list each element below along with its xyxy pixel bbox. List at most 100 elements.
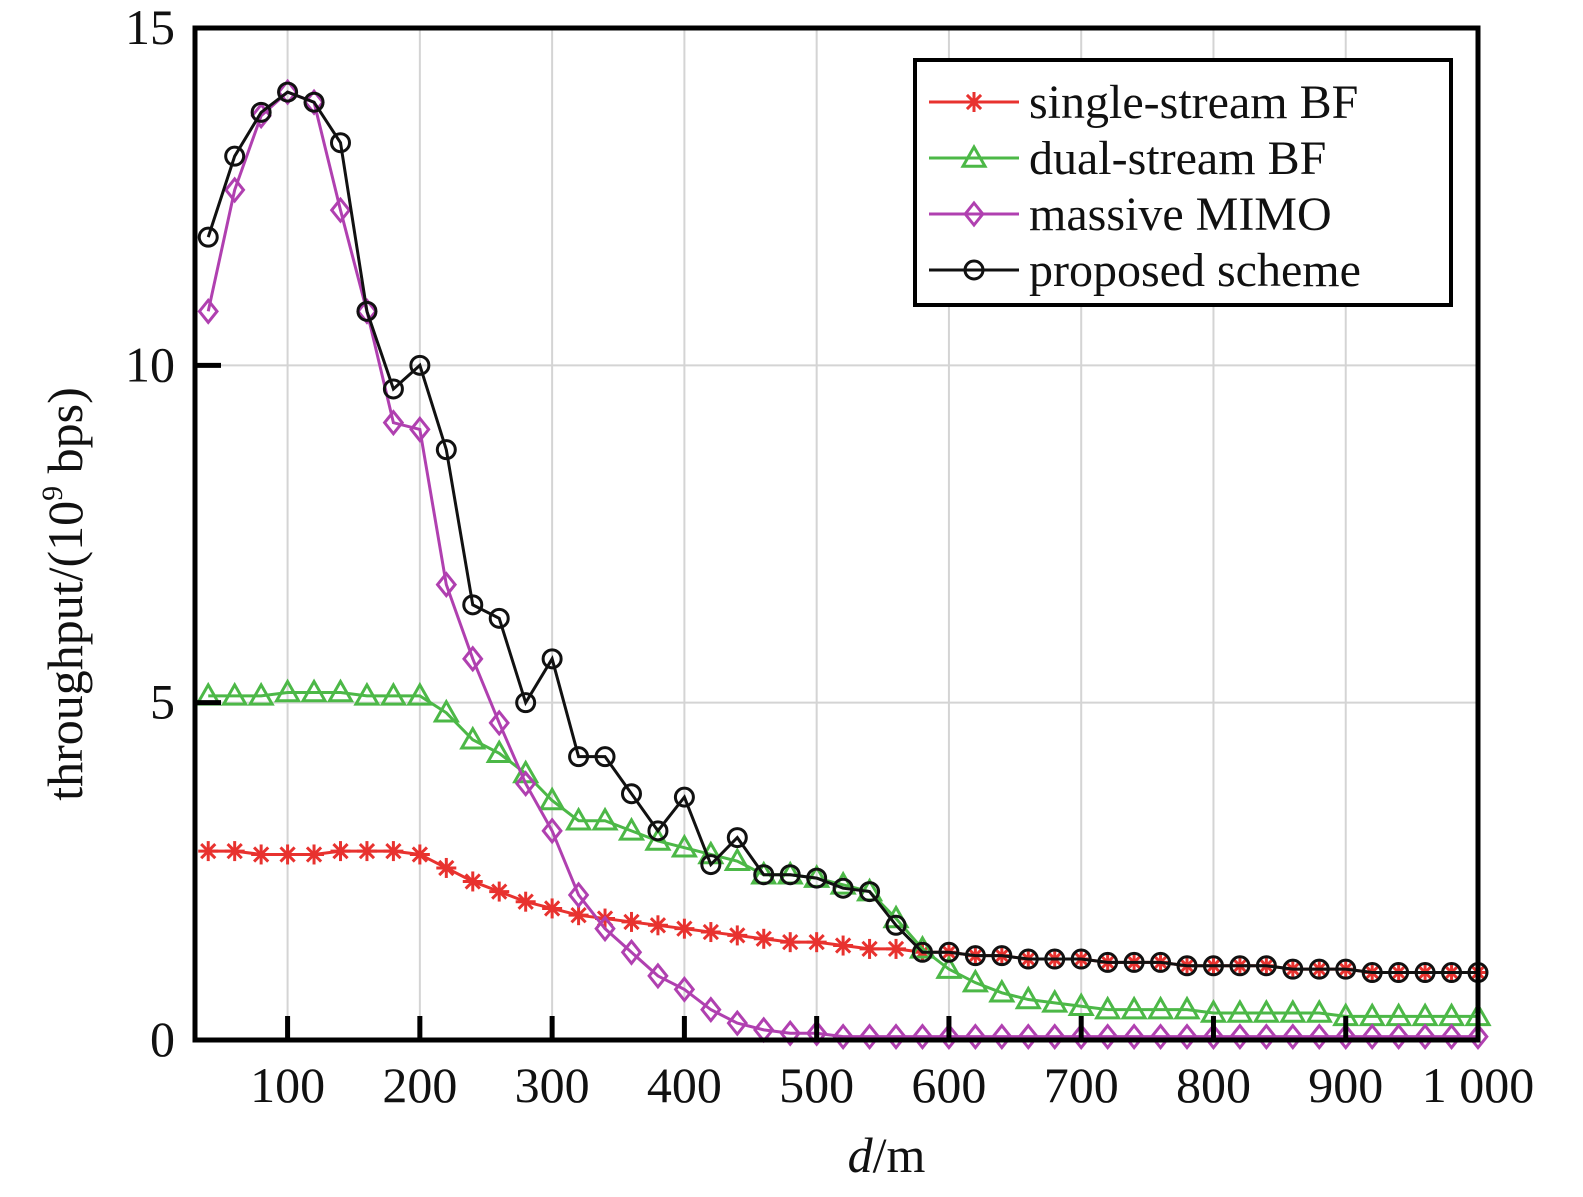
x-axis-title-italic: d [848,1127,874,1183]
star-marker-stroke [676,920,693,937]
circle-marker [277,81,299,103]
circle-marker [991,945,1013,967]
diamond-marker [1149,1023,1172,1051]
triangle-marker [1041,988,1069,1013]
legend-label: single-stream BF [1029,76,1358,129]
y-tick-label: 15 [125,0,175,55]
x-axis-title-unit: /m [873,1127,926,1183]
circle-marker [1017,948,1039,970]
diamond-marker [567,881,590,909]
diamond-marker [514,770,537,798]
star-marker [780,932,801,953]
star-marker [647,915,668,936]
y-axis-title-exponent: 9 [36,486,69,501]
series-layer [194,78,1492,1051]
diamond-marker [1255,1023,1278,1051]
series-line [206,90,1478,1039]
circle-marker [779,864,801,886]
circle-marker [1308,958,1330,980]
diamond-marker [594,915,616,943]
diamond-marker [1387,1023,1410,1051]
star-marker [462,871,483,892]
star-marker-stroke [649,917,667,934]
circle-marker [197,226,219,248]
y-axis-title: throughput/(109 bps) [36,387,93,801]
y-tick-label: 10 [125,336,175,392]
triangle-marker [1173,995,1201,1020]
triangle-marker [353,681,381,706]
x-tick-label: 400 [647,1057,722,1113]
star-marker-stroke [808,934,825,951]
triangle-marker [617,816,646,841]
circle-marker [1044,948,1066,970]
diamond-marker [382,409,405,437]
circle-marker [1255,955,1277,977]
star-marker-stroke [358,842,376,860]
circle-marker [462,594,484,616]
diamond-marker [1282,1023,1304,1051]
diamond-marker [1467,1023,1489,1051]
circle-marker [329,132,351,154]
star-marker [727,925,748,946]
diamond-marker [197,297,219,325]
triangle-marker [1067,992,1095,1017]
star-marker-stroke [623,913,640,931]
diamond-marker [1202,1023,1225,1051]
triangle-marker [961,968,989,993]
y-tick-label: 0 [150,1011,175,1067]
triangle-marker [538,786,566,811]
diamond-marker [1414,1023,1436,1051]
triangle-marker [988,978,1016,1003]
circle-marker [515,692,537,714]
diamond-marker [1229,1023,1251,1051]
diamond-marker [700,996,722,1024]
triangle-marker [935,955,963,979]
triangle-marker [591,806,619,831]
star-marker [489,881,510,902]
circle-marker [594,746,616,768]
star-marker-stroke [332,842,349,860]
circle-marker [1097,951,1119,973]
x-tick-label: 100 [250,1057,325,1113]
star-marker [621,911,642,932]
circle-marker [673,786,695,808]
diamond-marker [805,1019,828,1047]
triangle-marker [1252,998,1280,1023]
circle-marker [911,941,933,963]
star-marker-stroke [887,940,905,958]
circle-marker [620,783,642,805]
triangle-marker [1014,985,1042,1010]
diamond-marker [938,1023,960,1051]
diamond-marker [1096,1023,1119,1051]
diamond-marker [911,1023,934,1051]
circle-marker [409,354,431,376]
tick-layer: 100 200 300 400 500 600 700 800 900 1 000 0 5 10 15 [125,0,1534,1113]
diamond-marker [673,975,696,1003]
circle-marker [1229,955,1251,977]
star-marker-stroke [702,923,719,941]
diamond-marker [991,1023,1013,1051]
star-marker [859,938,880,959]
x-tick-label: 800 [1176,1057,1251,1113]
circle-marker [1361,962,1383,984]
circle-marker [832,877,854,899]
diamond-marker [620,938,643,966]
triangle-marker [723,847,751,871]
series-proposed-scheme [197,81,1489,984]
diamond-marker [223,176,246,204]
star-marker-stroke [729,927,746,944]
star-marker-stroke [411,846,428,863]
circle-marker [488,607,510,629]
star-marker [964,92,984,112]
star-marker [224,841,245,862]
star-marker-stroke [570,907,587,924]
star-marker [886,938,907,959]
legend-entry: dual-stream BF [929,132,1326,185]
star-marker [356,841,377,862]
star-marker [515,891,536,912]
circle-marker [1335,958,1357,980]
star-marker [568,905,589,926]
circle-marker [382,378,404,400]
circle-marker [356,300,378,322]
